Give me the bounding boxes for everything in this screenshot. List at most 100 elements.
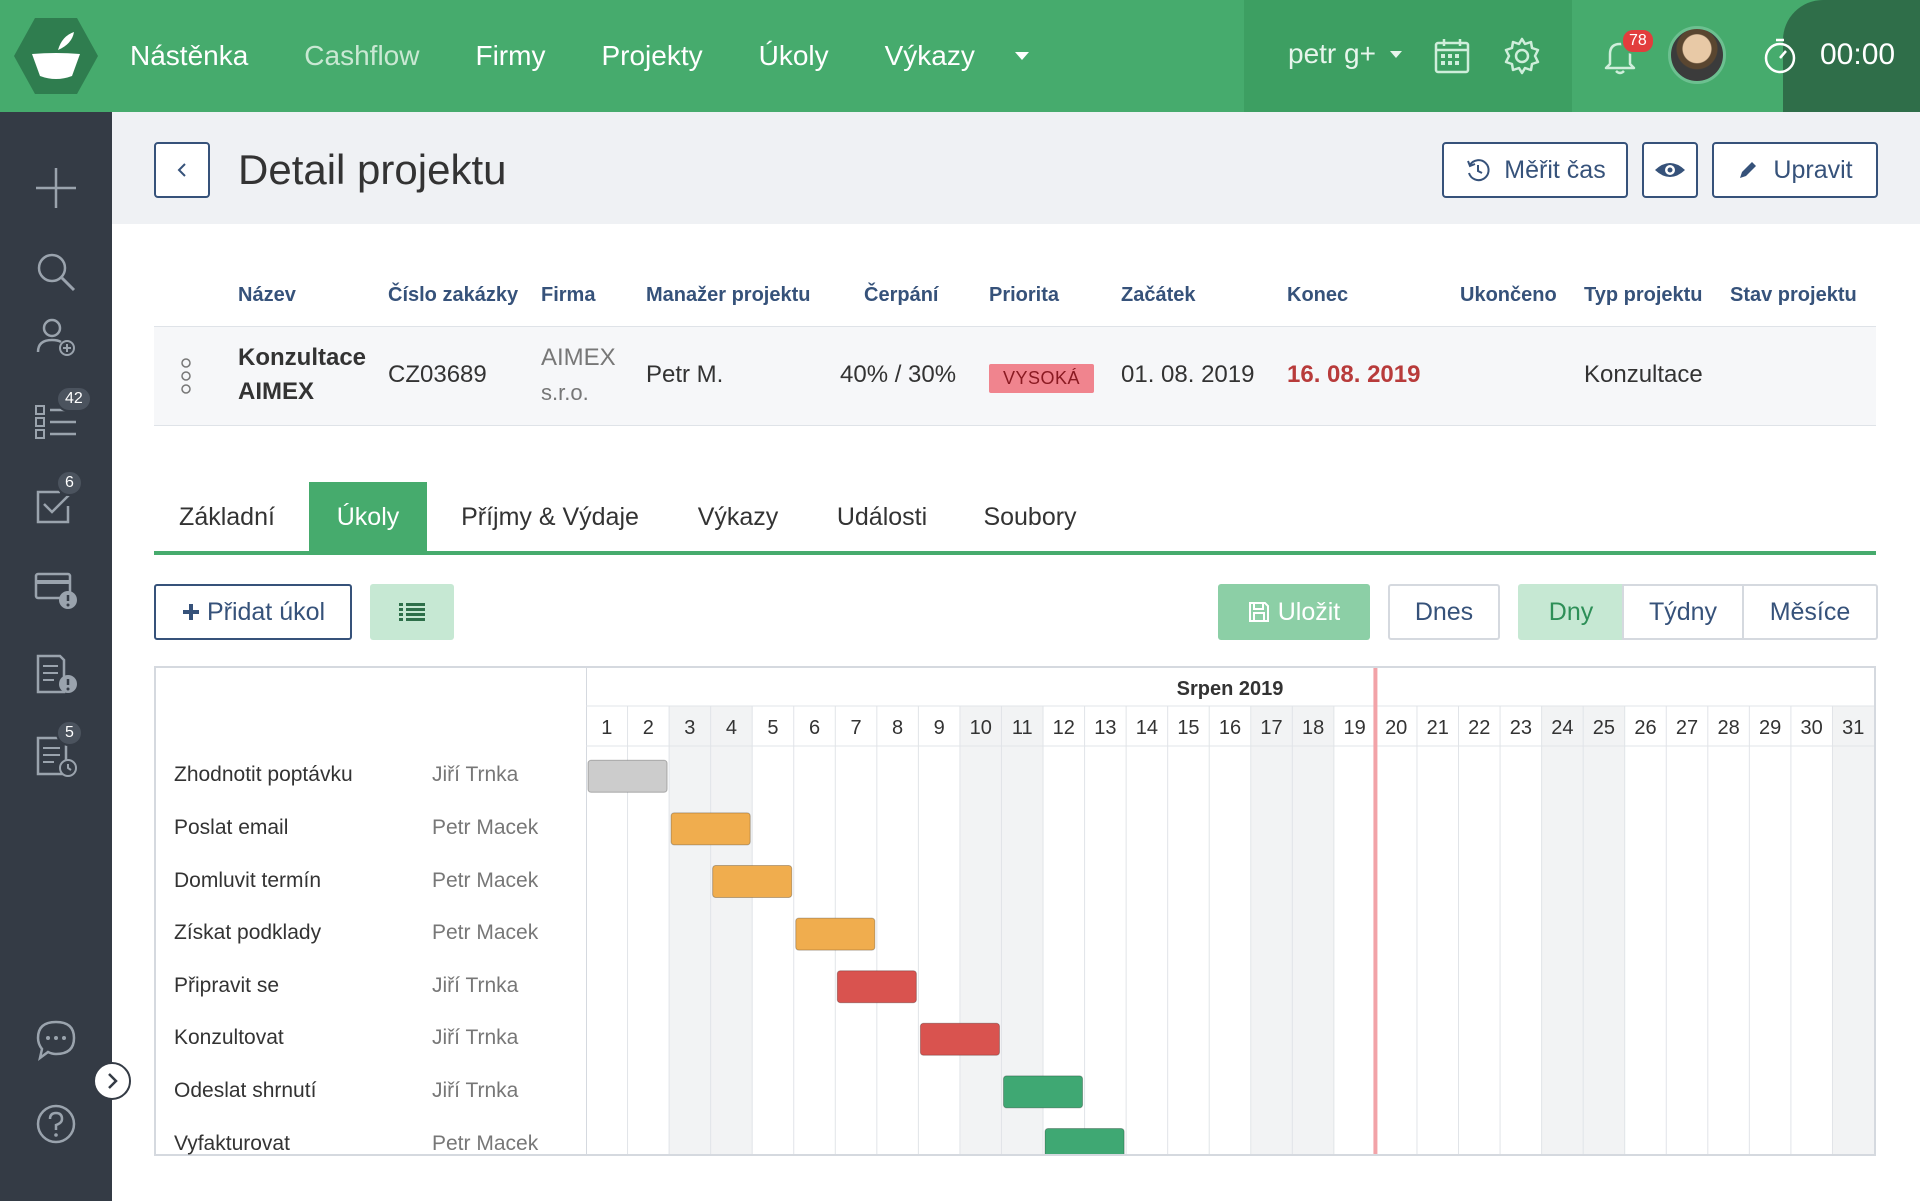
nav-item-tasks[interactable]: Úkoly [758, 40, 829, 71]
nav-item-cashflow[interactable]: Cashflow [304, 40, 420, 71]
save-label: Uložit [1277, 597, 1341, 626]
view-days-button[interactable]: Dny [1518, 584, 1624, 640]
edit-label: Upravit [1773, 155, 1853, 184]
calendar-icon[interactable] [1432, 36, 1472, 76]
page-title: Detail projektu [238, 146, 507, 193]
tab-basic[interactable]: Základní [179, 502, 275, 531]
task-name[interactable]: Zhodnotit poptávku [174, 763, 353, 787]
app-logo[interactable] [14, 18, 98, 94]
view-months-button[interactable]: Měsíce [1742, 584, 1878, 640]
company-line2[interactable]: s.r.o. [541, 380, 589, 405]
preview-button[interactable] [1642, 142, 1698, 198]
chat-icon[interactable] [34, 1018, 78, 1062]
tab-events[interactable]: Události [836, 502, 928, 531]
task-bar[interactable] [587, 759, 668, 793]
task-bar[interactable] [670, 812, 751, 846]
task-assignee: Petr Macek [432, 868, 539, 892]
today-button[interactable]: Dnes [1388, 584, 1500, 640]
task-assignee: Jiří Trnka [432, 763, 519, 787]
tab-tasks[interactable]: Úkoly [309, 482, 427, 552]
task-bar[interactable] [795, 917, 876, 951]
task-assignee: Petr Macek [432, 815, 539, 839]
eye-icon [1655, 163, 1685, 177]
weekend-column [669, 706, 711, 1154]
document-alert-icon[interactable] [34, 652, 78, 696]
help-icon[interactable] [34, 1102, 78, 1146]
nav-item-projects[interactable]: Projekty [601, 40, 703, 71]
column-header-start: Začátek [1121, 284, 1196, 306]
row-menu-icon[interactable] [178, 356, 194, 398]
project-type: Konzultace [1584, 361, 1703, 388]
task-assignee: Petr Macek [432, 921, 539, 945]
save-button[interactable]: Uložit [1218, 584, 1370, 640]
day-label: 11 [1012, 717, 1033, 739]
clock-reset-icon [1467, 159, 1490, 182]
day-label: 27 [1676, 717, 1698, 739]
company-line1[interactable]: AIMEX [541, 344, 616, 371]
task-name[interactable]: Poslat email [174, 815, 289, 839]
search-icon[interactable] [34, 250, 78, 294]
tab-files[interactable]: Soubory [983, 502, 1077, 531]
user-segment [1244, 0, 1572, 112]
gear-icon[interactable] [1502, 36, 1542, 76]
tab-reports[interactable]: Výkazy [697, 502, 779, 531]
project-name-line1[interactable]: Konzultace [238, 344, 367, 371]
edit-button[interactable]: Upravit [1712, 142, 1878, 198]
weekend-column [1583, 706, 1625, 1154]
day-label: 26 [1634, 717, 1656, 739]
nav-item-companies[interactable]: Firmy [475, 40, 546, 71]
weekend-column [710, 706, 753, 1154]
back-button[interactable] [154, 142, 210, 198]
task-name[interactable]: Vyfakturovat [174, 1131, 290, 1155]
day-label: 17 [1260, 717, 1282, 739]
sidebar-expand-button[interactable] [93, 1062, 131, 1100]
column-header-priority: Priorita [989, 284, 1060, 306]
nav-more-chevron-icon[interactable] [1014, 52, 1029, 60]
checkbox-icon[interactable] [34, 484, 78, 528]
day-label: 13 [1094, 717, 1116, 739]
stopwatch-icon[interactable] [1760, 36, 1800, 76]
view-weeks-button[interactable]: Týdny [1622, 584, 1744, 640]
day-label: 7 [851, 717, 862, 739]
floppy-icon [1248, 602, 1269, 622]
add-task-button[interactable]: Přidat úkol [154, 584, 352, 640]
tab-income-expenses[interactable]: Příjmy & Výdaje [461, 502, 639, 531]
task-name[interactable]: Odeslat shrnutí [174, 1078, 317, 1102]
task-name[interactable]: Získat podklady [174, 921, 322, 945]
payment-alert-icon[interactable] [34, 568, 78, 612]
task-name[interactable]: Připravit se [174, 973, 280, 997]
user-menu[interactable]: petr g+ [1288, 38, 1402, 70]
sidebar: 42 6 5 [0, 112, 112, 1201]
usage-value: 40% / 30% [840, 361, 957, 388]
list-view-button[interactable] [370, 584, 454, 640]
task-bar[interactable] [1044, 1128, 1125, 1155]
chevron-right-icon [108, 1073, 118, 1089]
column-header-company: Firma [541, 284, 596, 306]
project-name-line2[interactable]: AIMEX [238, 378, 315, 405]
task-bar[interactable] [1002, 1075, 1084, 1109]
column-header-status: Stav projektu [1730, 284, 1857, 306]
task-assignee: Jiří Trnka [432, 1026, 519, 1050]
avatar[interactable] [1668, 26, 1726, 84]
weekend-column [1541, 706, 1584, 1154]
task-bar[interactable] [712, 865, 793, 898]
column-header-name: Název [238, 284, 296, 306]
reports-badge: 5 [56, 720, 83, 746]
track-time-button[interactable]: Měřit čas [1442, 142, 1628, 198]
task-name[interactable]: Domluvit termín [174, 868, 322, 892]
add-user-icon[interactable] [34, 314, 78, 358]
task-bar[interactable] [919, 1022, 1000, 1056]
task-name[interactable]: Konzultovat [174, 1026, 284, 1050]
plus-icon[interactable] [34, 166, 78, 210]
checks-badge: 6 [56, 470, 83, 496]
weekend-column [1292, 706, 1334, 1154]
day-label: 23 [1510, 717, 1532, 739]
task-bar[interactable] [836, 970, 917, 1004]
nav-item-dashboard[interactable]: Nástěnka [130, 40, 249, 71]
nav-item-reports[interactable]: Výkazy [884, 40, 975, 71]
add-task-label: Přidat úkol [206, 597, 326, 626]
day-label: 16 [1219, 717, 1241, 739]
user-chevron-down-icon [1389, 50, 1402, 58]
day-label: 4 [726, 717, 737, 739]
